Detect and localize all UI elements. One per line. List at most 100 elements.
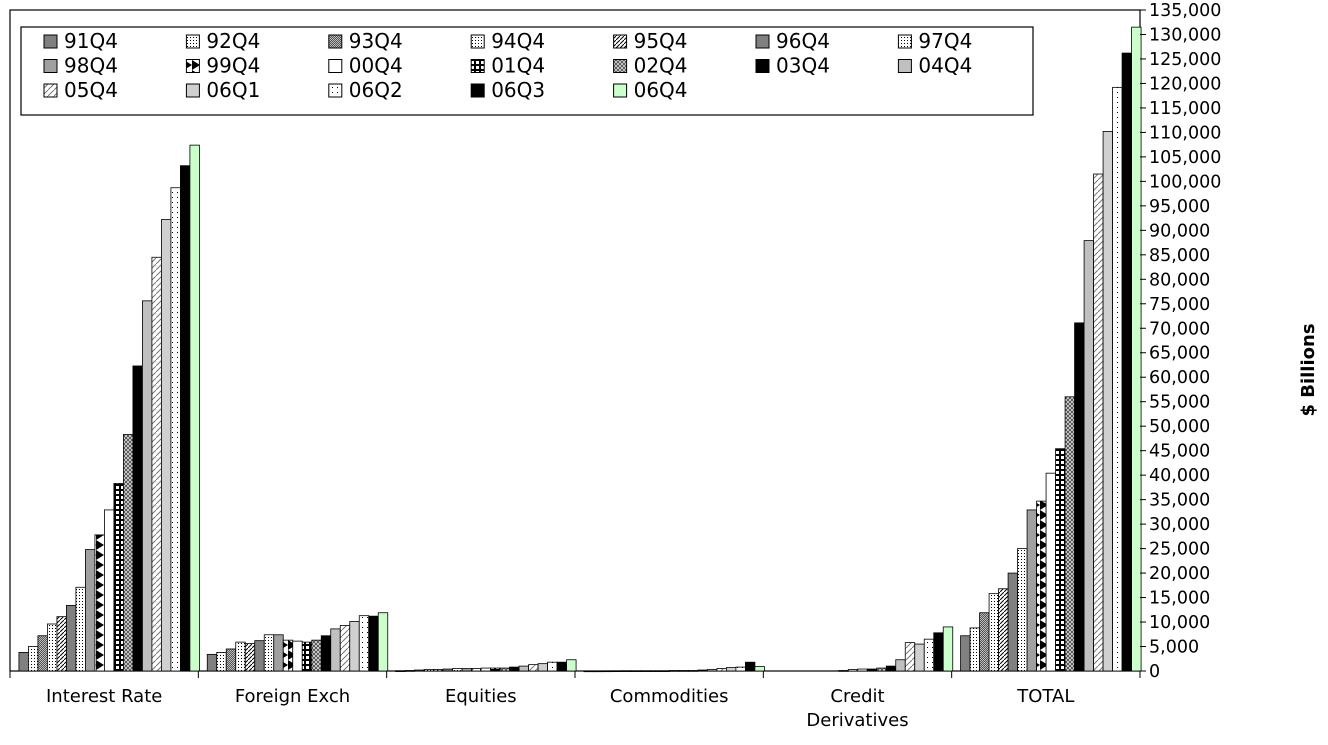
legend-swatch-03Q4	[755, 59, 770, 73]
bar-92Q4-5	[969, 627, 980, 672]
y-tick-label: 70,000	[1149, 319, 1210, 339]
legend-label-97Q4: 97Q4	[918, 29, 972, 53]
bar-06Q3-0	[180, 165, 191, 672]
x-category-label: Foreign Exch	[235, 686, 350, 707]
bar-06Q1-3	[726, 667, 737, 672]
bar-05Q4-3	[716, 668, 727, 672]
bar-01Q4-2	[490, 667, 501, 672]
y-tick-label: 55,000	[1149, 393, 1210, 413]
bar-96Q4-1	[254, 640, 265, 672]
bar-06Q4-4	[942, 626, 954, 672]
y-tick-label: 85,000	[1149, 246, 1210, 266]
bar-95Q4-1	[244, 643, 256, 672]
y-tick-label: 0	[1149, 662, 1160, 682]
bar-06Q3-3	[745, 661, 756, 672]
legend-label-00Q4: 00Q4	[349, 54, 403, 78]
legend-label-02Q4: 02Q4	[634, 54, 688, 78]
legend-label-06Q3: 06Q3	[491, 78, 545, 102]
y-tick-label: 110,000	[1149, 123, 1221, 143]
legend-swatch-01Q4	[470, 59, 485, 73]
legend-swatch-02Q4	[613, 59, 628, 73]
legend-swatch-06Q3	[470, 83, 485, 98]
legend-swatch-94Q4	[470, 34, 485, 49]
bar-06Q4-0	[189, 144, 200, 672]
legend-swatch-06Q2	[328, 83, 343, 98]
bar-99Q4-5	[1036, 500, 1047, 672]
bar-03Q4-2	[509, 666, 520, 672]
bar-06Q4-2	[566, 659, 577, 672]
bar-05Q4-0	[151, 256, 162, 672]
bar-93Q4-1	[225, 648, 237, 672]
bar-00Q4-5	[1045, 472, 1056, 672]
legend-swatch-97Q4	[897, 34, 912, 49]
bar-01Q4-4	[866, 668, 878, 672]
legend-label-95Q4: 95Q4	[634, 29, 688, 53]
y-tick-label: 10,000	[1149, 613, 1210, 633]
legend-swatch-93Q4	[328, 34, 343, 49]
y-tick-label: 50,000	[1149, 417, 1210, 437]
bar-93Q4-3	[602, 670, 613, 673]
y-tick-label: 95,000	[1149, 197, 1210, 217]
y-axis: 0 5,000 10,000 15,000 20,000 25,000 30,000 35,0…	[1140, 1, 1221, 682]
legend-swatch-04Q4	[897, 59, 912, 73]
bar-95Q4-2	[433, 669, 444, 672]
bar-96Q4-5	[1007, 572, 1018, 672]
bar-01Q4-3	[678, 670, 689, 672]
bar-00Q4-0	[104, 509, 115, 672]
x-category-label: Equities	[445, 686, 517, 707]
y-axis-title: $ Billions	[1298, 323, 1319, 416]
y-tick-label: 115,000	[1149, 99, 1221, 119]
y-tick-label: 100,000	[1149, 172, 1221, 192]
bar-05Q4-4	[904, 642, 916, 672]
bar-93Q4-5	[979, 612, 990, 672]
bar-98Q4-1	[273, 634, 284, 672]
bar-00Q4-2	[480, 667, 491, 672]
legend-label-91Q4: 91Q4	[64, 29, 118, 53]
bar-06Q2-0	[170, 187, 181, 672]
bar-06Q1-0	[161, 219, 172, 672]
bar-94Q4-3	[612, 670, 623, 673]
legend-label-04Q4: 04Q4	[918, 54, 972, 78]
bar-94Q4-5	[988, 593, 999, 672]
legend-label-92Q4: 92Q4	[206, 29, 260, 53]
bar-04Q4-4	[895, 659, 906, 672]
y-tick-label: 80,000	[1149, 270, 1210, 290]
bar-06Q2-4	[923, 638, 935, 672]
bar-00Q4-1	[292, 640, 303, 672]
y-tick-label: 75,000	[1149, 295, 1210, 315]
bar-91Q4-5	[960, 635, 971, 672]
bar-91Q4-3	[583, 670, 594, 673]
legend-swatch-95Q4	[613, 34, 628, 49]
y-tick-label: 15,000	[1149, 589, 1210, 609]
legend-label-05Q4: 05Q4	[64, 78, 118, 102]
bar-99Q4-1	[282, 639, 294, 672]
bar-06Q4-5	[1131, 26, 1142, 672]
bar-02Q4-4	[876, 667, 887, 672]
bar-98Q4-5	[1026, 509, 1037, 672]
bar-91Q4-0	[18, 651, 29, 672]
y-tick-label: 40,000	[1149, 466, 1210, 486]
bar-06Q2-3	[735, 666, 746, 672]
bar-01Q4-0	[113, 483, 124, 672]
bar-97Q4-1	[263, 634, 275, 672]
bar-97Q4-5	[1017, 548, 1028, 672]
legend-label-99Q4: 99Q4	[206, 54, 260, 78]
bar-06Q2-5	[1112, 86, 1123, 672]
y-tick-label: 105,000	[1149, 148, 1221, 168]
y-tick-label: 135,000	[1149, 1, 1221, 21]
legend-label-06Q1: 06Q1	[206, 78, 260, 102]
y-tick-label: 125,000	[1149, 50, 1221, 70]
x-category-label: Interest Rate	[46, 686, 162, 707]
bar-99Q4-0	[94, 534, 105, 672]
x-category-label: Credit	[830, 686, 884, 707]
bar-06Q1-2	[537, 663, 548, 672]
legend-label-96Q4: 96Q4	[776, 29, 830, 53]
bar-91Q4-2	[395, 670, 406, 672]
bar-02Q4-5	[1064, 396, 1075, 672]
legend-swatch-91Q4	[43, 34, 58, 49]
legend-swatch-96Q4	[755, 34, 770, 49]
y-tick-label: 45,000	[1149, 442, 1210, 462]
bar-99Q4-3	[659, 670, 670, 672]
y-tick-label: 30,000	[1149, 515, 1210, 535]
